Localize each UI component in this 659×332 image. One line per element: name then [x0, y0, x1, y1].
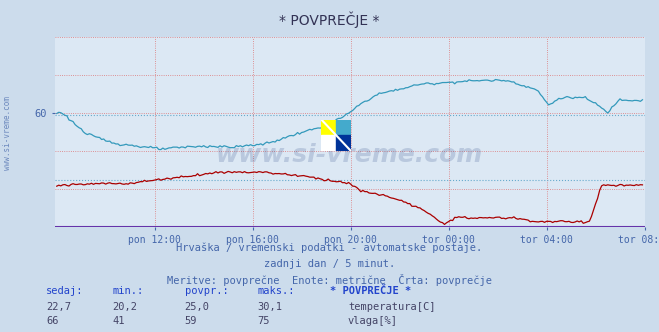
Text: vlaga[%]: vlaga[%]	[348, 316, 398, 326]
Bar	[336, 135, 351, 151]
Text: 30,1: 30,1	[257, 302, 282, 312]
Text: www.si-vreme.com: www.si-vreme.com	[3, 96, 13, 170]
Text: * POVPREČJE *: * POVPREČJE *	[330, 286, 411, 296]
Text: Meritve: povprečne  Enote: metrične  Črta: povprečje: Meritve: povprečne Enote: metrične Črta:…	[167, 274, 492, 286]
Text: 59: 59	[185, 316, 197, 326]
Text: www.si-vreme.com: www.si-vreme.com	[216, 143, 483, 167]
Text: min.:: min.:	[112, 286, 143, 296]
Text: 41: 41	[112, 316, 125, 326]
Bar	[322, 120, 336, 135]
Text: 20,2: 20,2	[112, 302, 137, 312]
Text: povpr.:: povpr.:	[185, 286, 228, 296]
Text: 66: 66	[46, 316, 59, 326]
Text: 75: 75	[257, 316, 270, 326]
Text: * POVPREČJE *: * POVPREČJE *	[279, 12, 380, 28]
Text: temperatura[C]: temperatura[C]	[348, 302, 436, 312]
Text: Hrvaška / vremenski podatki - avtomatske postaje.: Hrvaška / vremenski podatki - avtomatske…	[177, 242, 482, 253]
Text: maks.:: maks.:	[257, 286, 295, 296]
Text: 25,0: 25,0	[185, 302, 210, 312]
Text: 22,7: 22,7	[46, 302, 71, 312]
Text: zadnji dan / 5 minut.: zadnji dan / 5 minut.	[264, 259, 395, 269]
Bar	[336, 120, 351, 135]
Bar	[322, 135, 336, 151]
Text: sedaj:: sedaj:	[46, 286, 84, 296]
